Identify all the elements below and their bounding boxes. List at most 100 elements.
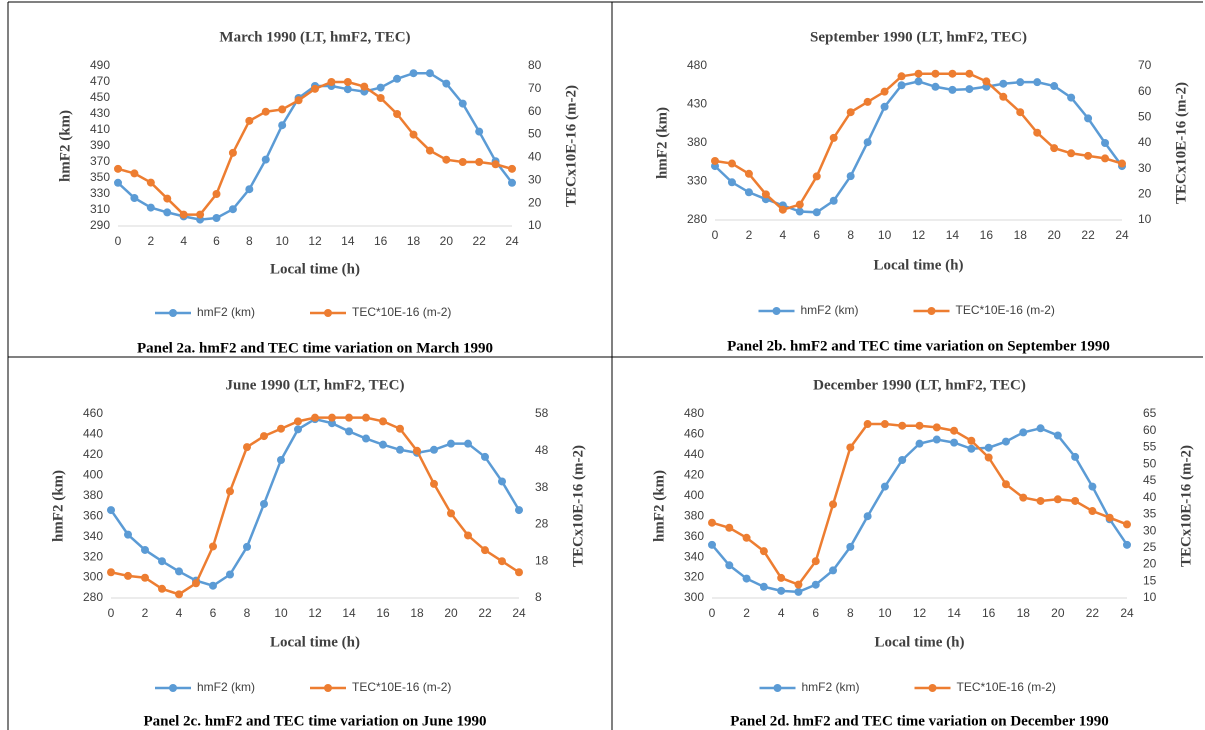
- legend-marker: [928, 684, 937, 692]
- x-tick-label: 8: [847, 606, 854, 620]
- data-point: [245, 116, 254, 125]
- data-point: [846, 108, 855, 117]
- y2-tick-label: 65: [1143, 406, 1157, 420]
- data-point: [163, 208, 172, 217]
- x-tick-label: 16: [980, 228, 994, 242]
- data-point: [124, 530, 132, 539]
- data-point: [863, 97, 872, 106]
- data-point: [1071, 452, 1080, 461]
- y-tick-label: 380: [83, 488, 103, 502]
- data-point: [846, 542, 855, 551]
- data-point: [209, 581, 217, 590]
- y-axis-title: hmF2 (km): [651, 470, 667, 542]
- data-point: [192, 579, 200, 588]
- x-tick-label: 18: [410, 606, 424, 620]
- y-tick-label: 390: [90, 138, 110, 152]
- data-point: [708, 518, 716, 527]
- x-tick-label: 0: [712, 228, 719, 242]
- data-point: [175, 590, 183, 599]
- x-tick-label: 8: [847, 228, 854, 242]
- data-point: [141, 573, 149, 582]
- legend-label: TEC*10E-16 (m-2): [352, 680, 451, 694]
- y2-tick-label: 40: [528, 150, 542, 164]
- data-point: [209, 542, 217, 551]
- data-point: [999, 92, 1008, 101]
- data-point: [711, 156, 719, 165]
- x-tick-label: 6: [213, 234, 220, 248]
- y2-tick-label: 35: [1143, 507, 1157, 521]
- legend-marker: [772, 307, 781, 315]
- data-point: [777, 573, 786, 582]
- x-tick-label: 4: [176, 606, 183, 620]
- data-point: [915, 439, 924, 448]
- data-point: [442, 79, 451, 88]
- data-point: [396, 445, 404, 454]
- data-point: [212, 190, 221, 198]
- y-tick-label: 330: [687, 174, 707, 188]
- data-point: [931, 82, 940, 91]
- data-point: [360, 82, 369, 91]
- data-point: [759, 582, 768, 591]
- x-tick-label: 0: [709, 606, 716, 620]
- data-point: [880, 482, 889, 491]
- data-point: [114, 164, 122, 173]
- data-point: [1036, 496, 1045, 505]
- x-axis-title: Local time (h): [270, 261, 360, 277]
- data-point: [1001, 437, 1010, 446]
- data-point: [999, 79, 1008, 88]
- x-tick-label: 8: [246, 234, 253, 248]
- chart-title: September 1990 (LT, hmF2, TEC): [810, 29, 1027, 45]
- data-point: [430, 479, 438, 488]
- data-point: [228, 148, 237, 157]
- data-point: [277, 424, 285, 433]
- y2-axis-title: TECx10E-16 (m-2): [1173, 82, 1189, 204]
- y-tick-label: 360: [83, 508, 103, 522]
- data-point: [1036, 424, 1045, 433]
- legend-label: TEC*10E-16 (m-2): [352, 305, 451, 319]
- y-tick-label: 490: [90, 58, 110, 72]
- data-point: [931, 69, 940, 78]
- data-point: [829, 196, 838, 205]
- data-point: [1019, 493, 1028, 502]
- data-point: [294, 96, 303, 105]
- y2-tick-label: 20: [528, 195, 542, 209]
- x-tick-label: 18: [1017, 606, 1031, 620]
- data-point: [158, 584, 166, 593]
- x-tick-label: 14: [341, 234, 355, 248]
- data-point: [1067, 93, 1076, 102]
- data-point: [794, 587, 803, 596]
- y2-tick-label: 38: [535, 480, 549, 494]
- x-tick-label: 16: [374, 234, 388, 248]
- data-point: [1067, 149, 1076, 158]
- y-tick-label: 340: [684, 549, 704, 563]
- data-point: [393, 110, 402, 118]
- x-tick-label: 12: [913, 606, 927, 620]
- data-point: [829, 133, 838, 142]
- data-point: [1123, 520, 1131, 529]
- data-point: [481, 546, 489, 555]
- y2-tick-label: 30: [1138, 161, 1152, 175]
- y-tick-label: 460: [83, 406, 103, 420]
- y2-tick-label: 15: [1143, 573, 1157, 587]
- data-point: [311, 84, 319, 93]
- data-point: [376, 94, 385, 102]
- y-tick-label: 330: [90, 186, 110, 200]
- legend-label: hmF2 (km): [801, 303, 859, 317]
- x-tick-label: 20: [440, 234, 454, 248]
- y2-tick-label: 10: [528, 218, 542, 232]
- y-tick-label: 290: [90, 218, 110, 232]
- x-tick-label: 14: [946, 228, 960, 242]
- y2-tick-label: 48: [535, 443, 549, 457]
- data-point: [130, 194, 139, 202]
- x-tick-label: 10: [274, 606, 288, 620]
- x-tick-label: 6: [210, 606, 217, 620]
- x-tick-label: 20: [1051, 606, 1065, 620]
- data-point: [409, 130, 418, 139]
- data-point: [481, 452, 489, 461]
- x-tick-label: 24: [1120, 606, 1134, 620]
- data-point: [1033, 78, 1042, 87]
- x-tick-label: 14: [342, 606, 356, 620]
- data-point: [179, 210, 188, 219]
- data-point: [1050, 144, 1059, 153]
- x-tick-label: 4: [180, 234, 187, 248]
